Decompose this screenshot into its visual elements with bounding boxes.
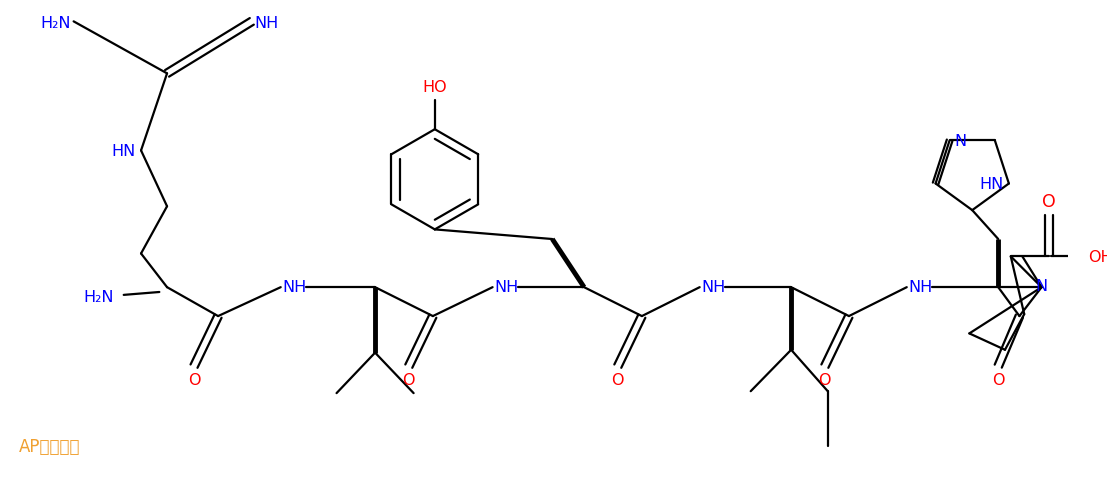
Text: N: N — [1035, 278, 1047, 293]
Text: HN: HN — [111, 144, 135, 158]
Text: O: O — [188, 372, 200, 387]
Text: HO: HO — [423, 80, 447, 95]
Text: O: O — [611, 372, 624, 387]
Text: NH: NH — [255, 16, 279, 31]
Text: NH: NH — [702, 279, 726, 294]
Text: AP专肽生物: AP专肽生物 — [19, 437, 80, 455]
Text: H₂N: H₂N — [83, 290, 114, 305]
Text: O: O — [1043, 193, 1056, 211]
Text: HN: HN — [980, 177, 1004, 192]
Text: O: O — [403, 372, 415, 387]
Text: NH: NH — [495, 279, 519, 294]
Text: O: O — [818, 372, 831, 387]
Text: NH: NH — [282, 279, 307, 294]
Text: NH: NH — [909, 279, 933, 294]
Text: O: O — [992, 372, 1004, 387]
Text: OH: OH — [1088, 249, 1107, 264]
Text: H₂N: H₂N — [40, 16, 71, 31]
Text: N: N — [954, 133, 966, 149]
